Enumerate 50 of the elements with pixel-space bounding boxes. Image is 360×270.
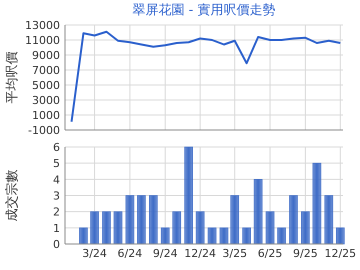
bar [301, 211, 310, 244]
y-tick-label: 11000 [25, 34, 60, 47]
y-axis-title: 平均呎價 [5, 52, 20, 104]
y-tick-label: 3 [53, 190, 60, 202]
bar [254, 179, 262, 244]
x-tick-label: 6/24 [118, 247, 142, 260]
bar [137, 195, 146, 244]
bar [196, 211, 204, 244]
y-tick-label: 9000 [32, 49, 60, 62]
bar [312, 162, 322, 244]
x-tick-label: 9/25 [293, 247, 318, 260]
y-tick-label: 13000 [25, 19, 60, 32]
x-tick-label: 3/25 [222, 247, 248, 260]
bar [242, 228, 251, 244]
y-tick-label: 6 [53, 141, 60, 154]
x-tick-label: 6/25 [258, 247, 282, 260]
bar [289, 195, 298, 244]
bar [208, 228, 216, 244]
bar [336, 228, 345, 244]
y-tick-label: 0 [53, 238, 60, 251]
chart-title: 翠屏花園 - 實用呎價走勢 [132, 3, 276, 18]
y-tick-label: 7000 [32, 64, 60, 77]
bar [230, 195, 240, 244]
bar [126, 195, 134, 244]
x-tick-label: 12/24 [184, 247, 216, 260]
y-tick-label: 5000 [32, 79, 60, 92]
y-tick-label: 4 [53, 173, 60, 186]
bar [184, 146, 193, 244]
x-tick-label: 9/24 [152, 247, 178, 260]
bar [172, 211, 182, 244]
y-tick-label: -1000 [28, 124, 60, 137]
y-tick-label: 1 [53, 222, 60, 235]
y-tick-label: 5 [53, 157, 60, 170]
bar [90, 211, 99, 244]
bar [114, 211, 122, 244]
bar [148, 195, 158, 244]
bar [102, 211, 111, 244]
line-series [70, 30, 342, 123]
bar [266, 211, 274, 244]
x-tick-label: 12/25 [324, 247, 356, 260]
bar [220, 228, 228, 244]
y-axis-title: 成交宗數 [4, 170, 20, 222]
bar [277, 228, 286, 244]
y-tick-label: 1000 [32, 109, 60, 122]
bar [160, 228, 170, 244]
x-tick-label: 3/24 [82, 247, 107, 260]
y-tick-label: 3000 [32, 94, 60, 107]
bar [324, 195, 334, 244]
y-tick-label: 2 [53, 206, 60, 219]
bar [79, 228, 88, 244]
